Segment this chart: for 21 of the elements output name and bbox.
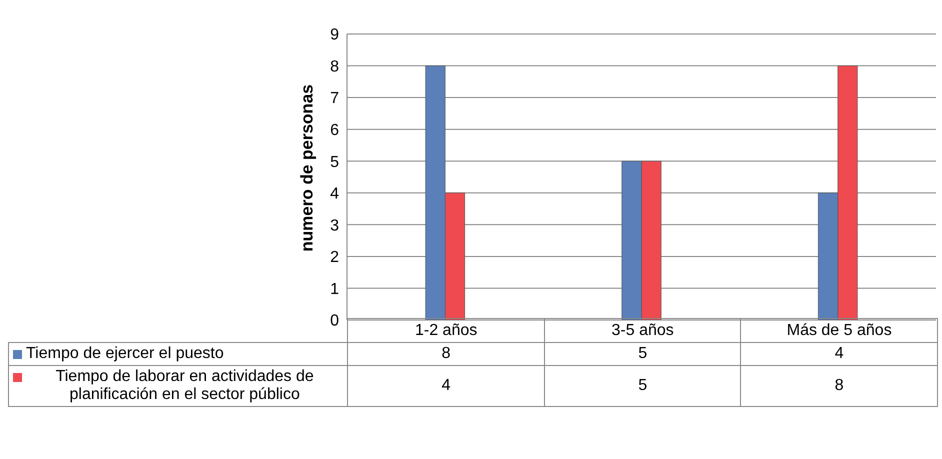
y-tick-label: 1 — [330, 280, 340, 298]
data-label: 5 — [544, 342, 741, 366]
y-tick-label: 2 — [330, 249, 340, 266]
y-tick-label: 4 — [330, 186, 340, 203]
y-tick-label: 0 — [330, 312, 340, 330]
data-label: 8 — [740, 366, 938, 406]
y-tick-label: 3 — [330, 217, 340, 234]
x-tick-label: 3-5 años — [544, 318, 741, 342]
data-label: 5 — [544, 366, 741, 406]
legend-label: Tiempo de laborar en actividades de planificación en el sector público — [54, 368, 315, 404]
y-tick-label: 7 — [330, 90, 340, 108]
y-axis-title: numero de personas — [298, 84, 318, 252]
y-tick-label: 8 — [330, 58, 340, 76]
y-tick-label: 6 — [330, 122, 340, 140]
x-tick-label: Más de 5 años — [740, 318, 938, 342]
legend-label: Tiempo de ejercer el puesto — [26, 345, 224, 363]
data-label: 8 — [348, 342, 544, 366]
y-tick-label: 9 — [330, 26, 340, 44]
x-tick-label: 1-2 años — [348, 318, 544, 342]
y-tick-label: 5 — [330, 154, 340, 171]
data-label: 4 — [740, 342, 938, 366]
